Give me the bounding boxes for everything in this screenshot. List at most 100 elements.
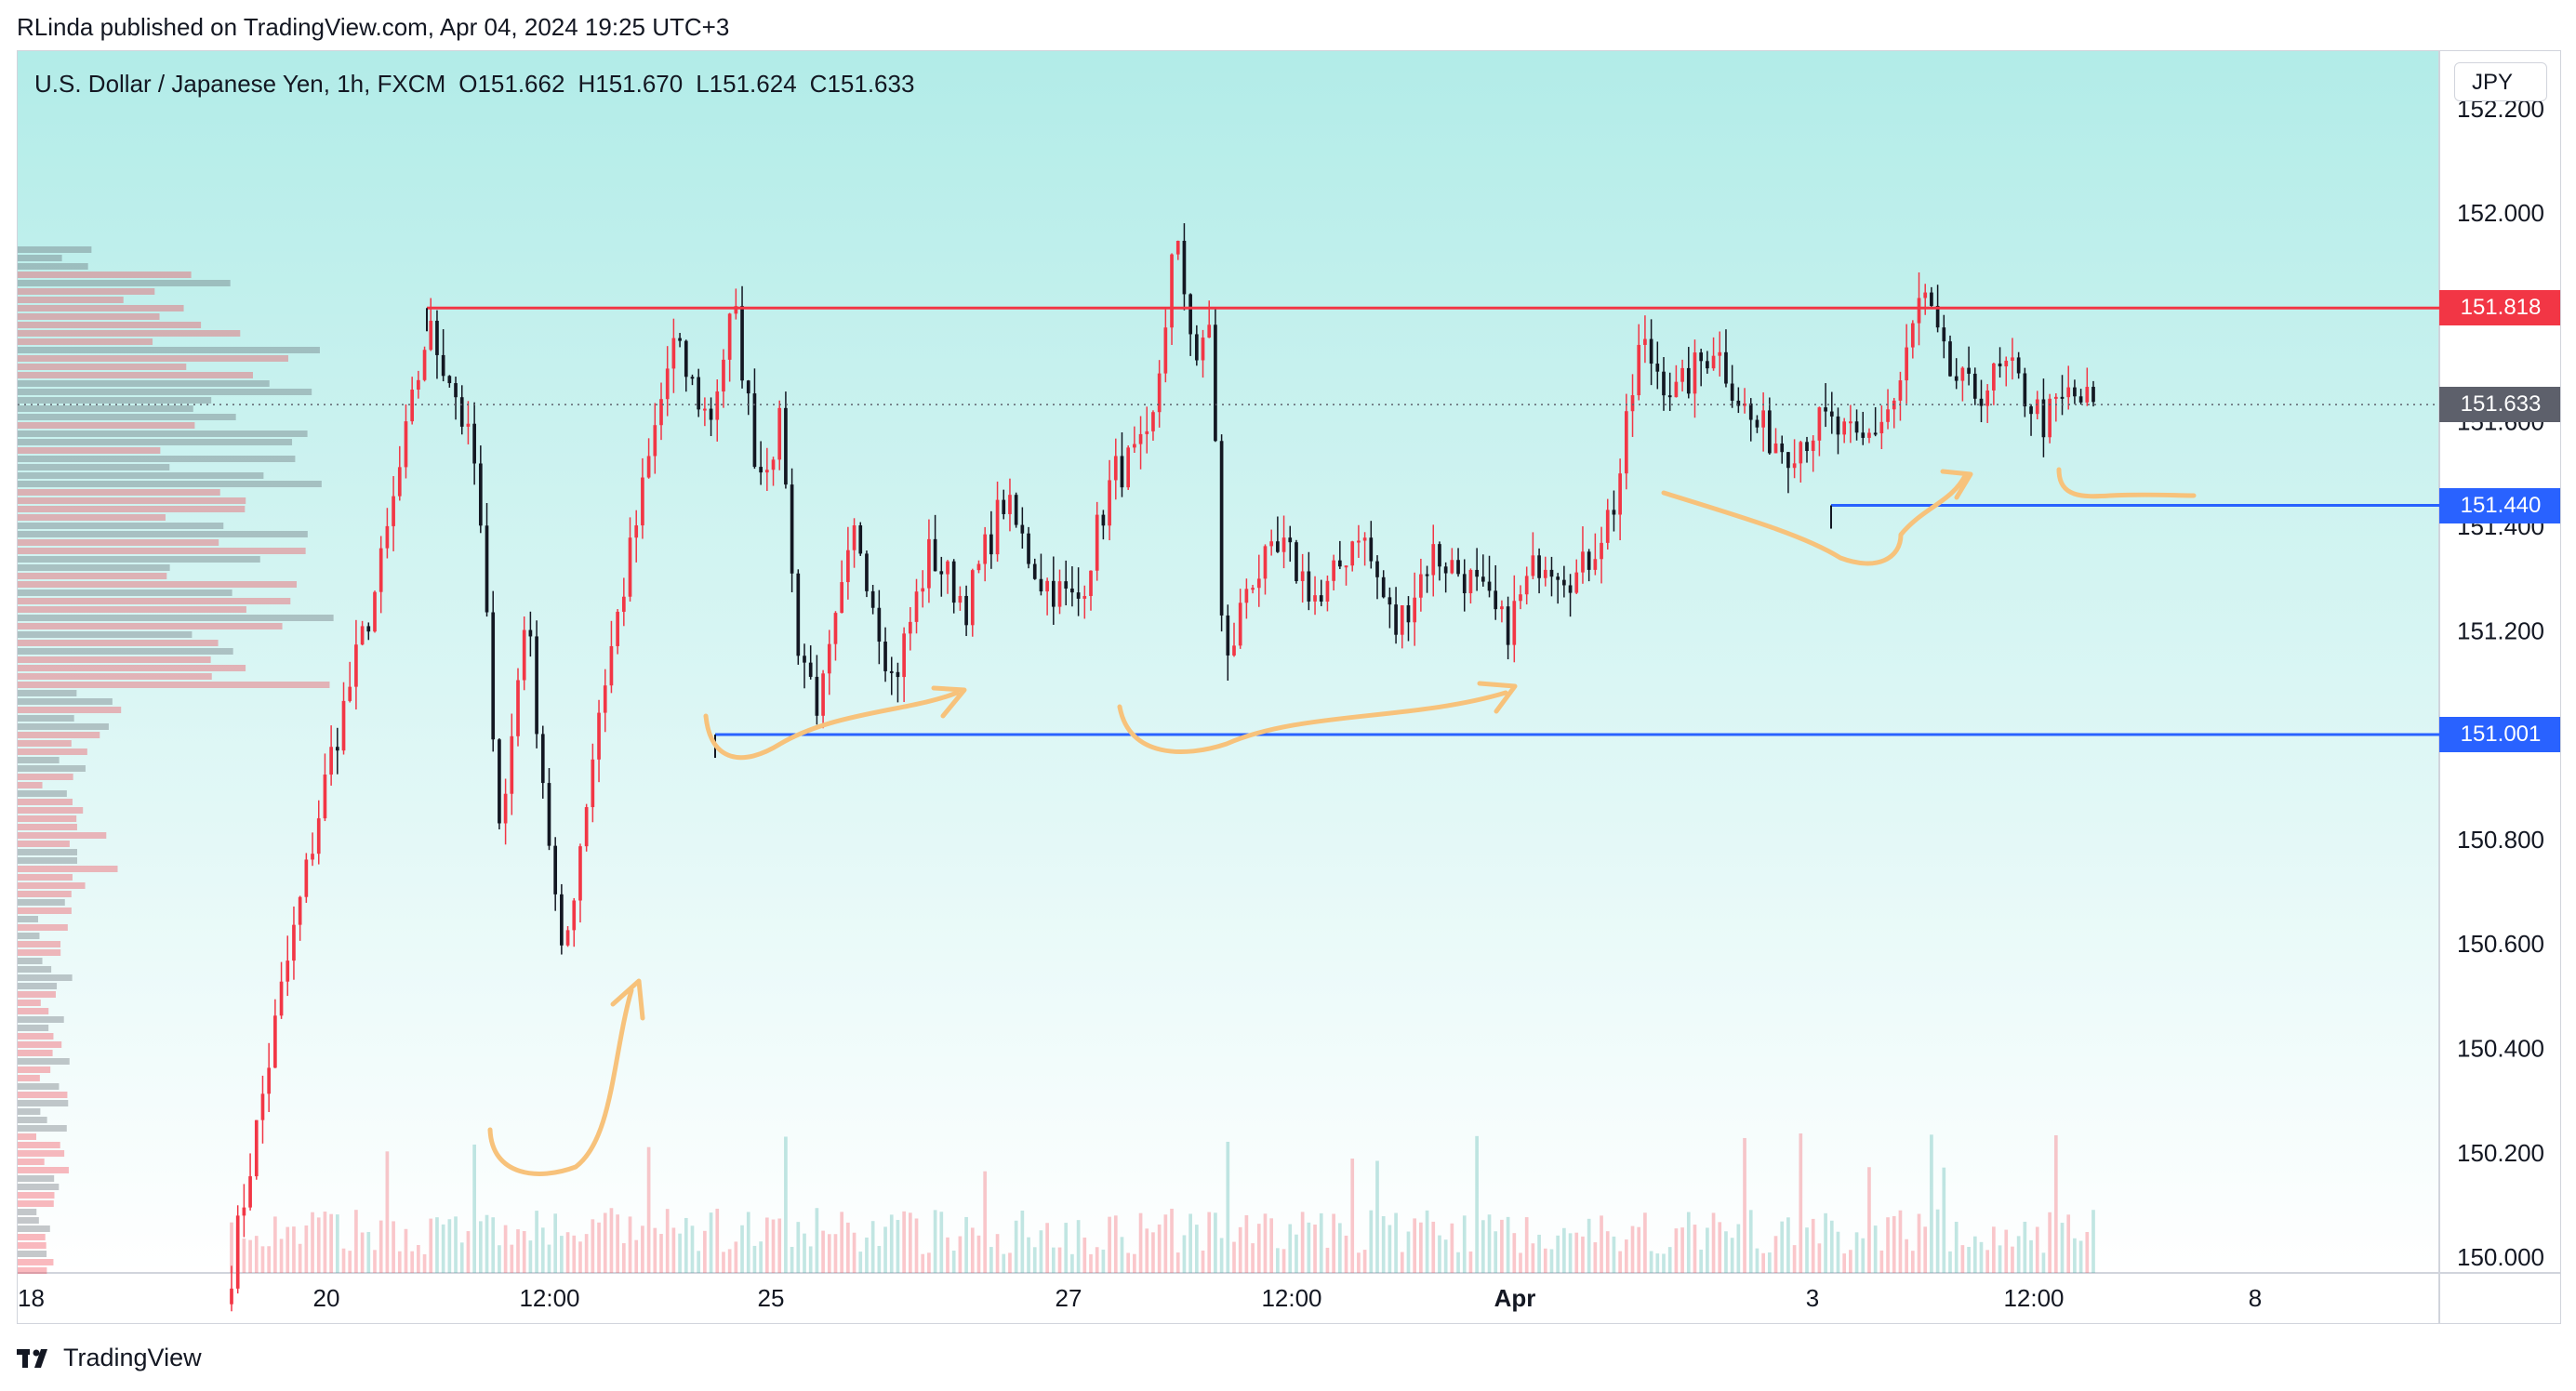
- profile-bar: [18, 397, 212, 404]
- candle-body: [1413, 597, 1417, 623]
- volume-bar: [815, 1208, 819, 1273]
- candle-body: [1207, 325, 1212, 338]
- volume-bar: [1954, 1222, 1959, 1273]
- volume-bar: [1238, 1226, 1242, 1273]
- volume-profile: [18, 246, 334, 1274]
- profile-bar: [18, 966, 52, 973]
- profile-bar: [18, 255, 62, 261]
- volume-bar: [466, 1231, 471, 1273]
- candle-body: [1985, 390, 1990, 406]
- candle-body: [1226, 615, 1230, 656]
- profile-bar: [18, 907, 72, 914]
- profile-bar: [18, 640, 219, 646]
- profile-bar: [18, 497, 246, 504]
- time-tick-label: 8: [2249, 1284, 2262, 1312]
- candle-body: [1905, 347, 1908, 381]
- candle-body: [366, 626, 371, 632]
- candle-body: [498, 739, 501, 824]
- candle-body: [435, 320, 439, 355]
- volume-bar: [459, 1242, 464, 1273]
- profile-bar: [18, 841, 70, 847]
- volume-bar: [1942, 1167, 1946, 1273]
- volume-bar: [1369, 1210, 1374, 1273]
- volume-bar: [1506, 1216, 1510, 1273]
- volume-bar: [1805, 1227, 1809, 1273]
- candle-body: [740, 306, 744, 381]
- volume-bar: [1487, 1214, 1492, 1273]
- profile-bar: [18, 1000, 41, 1006]
- time-tick-label: 18: [18, 1284, 45, 1312]
- volume-bar: [560, 1236, 564, 1273]
- volume-bar: [2085, 1231, 2090, 1273]
- candle-body: [2023, 373, 2027, 407]
- candle-body: [491, 612, 496, 740]
- candle-body: [1244, 589, 1249, 603]
- candle-body: [2035, 399, 2039, 415]
- volume-bar: [1400, 1252, 1404, 1273]
- volume-bar: [2004, 1229, 2009, 1273]
- profile-bar: [18, 1150, 65, 1157]
- annotation-arrow-3: [1117, 681, 1518, 754]
- volume-bar: [2023, 1221, 2027, 1273]
- volume-bar: [1375, 1160, 1379, 1273]
- volume-bar: [1362, 1250, 1367, 1273]
- candle-body: [1406, 604, 1411, 623]
- volume-bar: [323, 1212, 327, 1273]
- volume-bar: [1574, 1232, 1579, 1273]
- volume-bar: [1295, 1234, 1298, 1273]
- candle-body: [1618, 473, 1622, 515]
- volume-bar: [1138, 1212, 1143, 1273]
- profile-bar: [18, 313, 160, 320]
- candle-body: [1095, 514, 1099, 571]
- profile-bar: [18, 1125, 67, 1132]
- volume-bar: [995, 1234, 1000, 1273]
- candle-body: [1188, 294, 1192, 335]
- volume-bar: [1002, 1253, 1006, 1273]
- volume-bar: [659, 1234, 663, 1273]
- annotation-arrow-1: [487, 978, 645, 1176]
- volume-bar: [1873, 1225, 1878, 1273]
- volume-bar: [1867, 1167, 1871, 1273]
- volume-bar: [1786, 1217, 1790, 1273]
- candle-body: [1381, 576, 1386, 598]
- candle-body: [1337, 560, 1342, 567]
- volume-bar: [341, 1248, 346, 1273]
- volume-bar: [1736, 1224, 1741, 1273]
- volume-bar: [1145, 1228, 1149, 1273]
- volume-bar: [230, 1222, 233, 1273]
- candle-body: [709, 408, 713, 420]
- candle-body: [1500, 606, 1504, 610]
- time-tick-label: 25: [758, 1284, 785, 1312]
- volume-bar: [1120, 1237, 1124, 1273]
- profile-bar: [18, 891, 72, 897]
- price-tick-label: 150.400: [2457, 1035, 2544, 1063]
- profile-bar: [18, 1142, 60, 1148]
- profile-bar: [18, 715, 74, 722]
- time-tick-label: 12:00: [1261, 1284, 1321, 1312]
- volume-bar: [503, 1225, 508, 1273]
- candle-body: [628, 537, 632, 597]
- price-chart[interactable]: 152.200152.000151.600151.400151.200150.8…: [18, 51, 2561, 1324]
- profile-bar: [18, 849, 78, 855]
- candle-body: [1549, 569, 1554, 577]
- currency-button[interactable]: JPY: [2454, 62, 2547, 101]
- volume-bar: [646, 1146, 651, 1273]
- volume-bar: [1157, 1224, 1162, 1273]
- candle-body: [260, 1093, 265, 1120]
- candle-body: [1369, 537, 1374, 562]
- candle-body: [323, 775, 327, 819]
- volume-bar: [946, 1237, 949, 1273]
- profile-bar: [18, 347, 320, 353]
- tradingview-logo[interactable]: TradingView: [17, 1344, 202, 1372]
- candle-body: [1494, 590, 1498, 610]
- chart-frame[interactable]: 152.200152.000151.600151.400151.200150.8…: [17, 50, 2561, 1324]
- candle-body: [1362, 537, 1367, 541]
- volume-bar: [628, 1216, 632, 1273]
- profile-bar: [18, 615, 334, 621]
- candle-body: [1581, 551, 1585, 573]
- profile-bar: [18, 297, 124, 303]
- candle-body: [1020, 524, 1025, 534]
- candle-body: [1357, 540, 1361, 543]
- volume-bar: [348, 1251, 352, 1273]
- volume-bar: [565, 1232, 570, 1273]
